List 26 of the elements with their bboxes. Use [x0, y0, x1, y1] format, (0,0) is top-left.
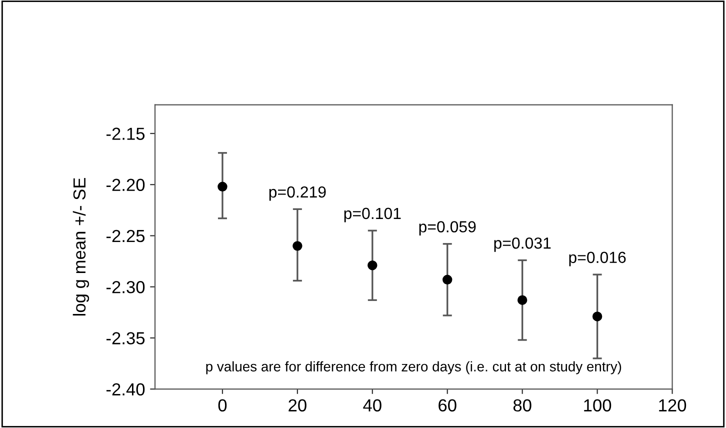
annotation: p values are for difference from zero days (i.e. cut at on study entry)	[206, 361, 622, 374]
y-tick-label: -2.25	[106, 230, 145, 242]
annotation: p=0.016	[569, 252, 626, 266]
x-tick-label: 100	[584, 399, 612, 412]
x-tick-label: 0	[218, 399, 227, 412]
annotation: p=0.031	[494, 237, 551, 252]
y-tick-label: -2.30	[106, 280, 145, 294]
point	[218, 182, 228, 192]
x-tick-label: 20	[288, 399, 306, 412]
x-tick-label: 60	[438, 399, 456, 412]
annotation: p=0.101	[344, 208, 401, 222]
y-tick-label: -2.35	[106, 332, 145, 344]
y-tick-label: -2.15	[106, 128, 145, 140]
point	[592, 312, 602, 322]
annotation: p=0.219	[269, 186, 326, 201]
annotation: p=0.059	[419, 221, 476, 236]
x-tick-label: 40	[363, 399, 382, 412]
point	[368, 260, 378, 270]
y-axis-title: log g mean +/- SE	[72, 178, 90, 316]
point	[292, 241, 302, 251]
point	[517, 295, 528, 305]
y-tick-label: -2.20	[106, 178, 145, 192]
x-tick-label: 80	[513, 399, 532, 412]
point	[442, 274, 452, 285]
x-tick-label: 120	[659, 399, 686, 412]
y-tick-label: -2.40	[106, 383, 145, 396]
